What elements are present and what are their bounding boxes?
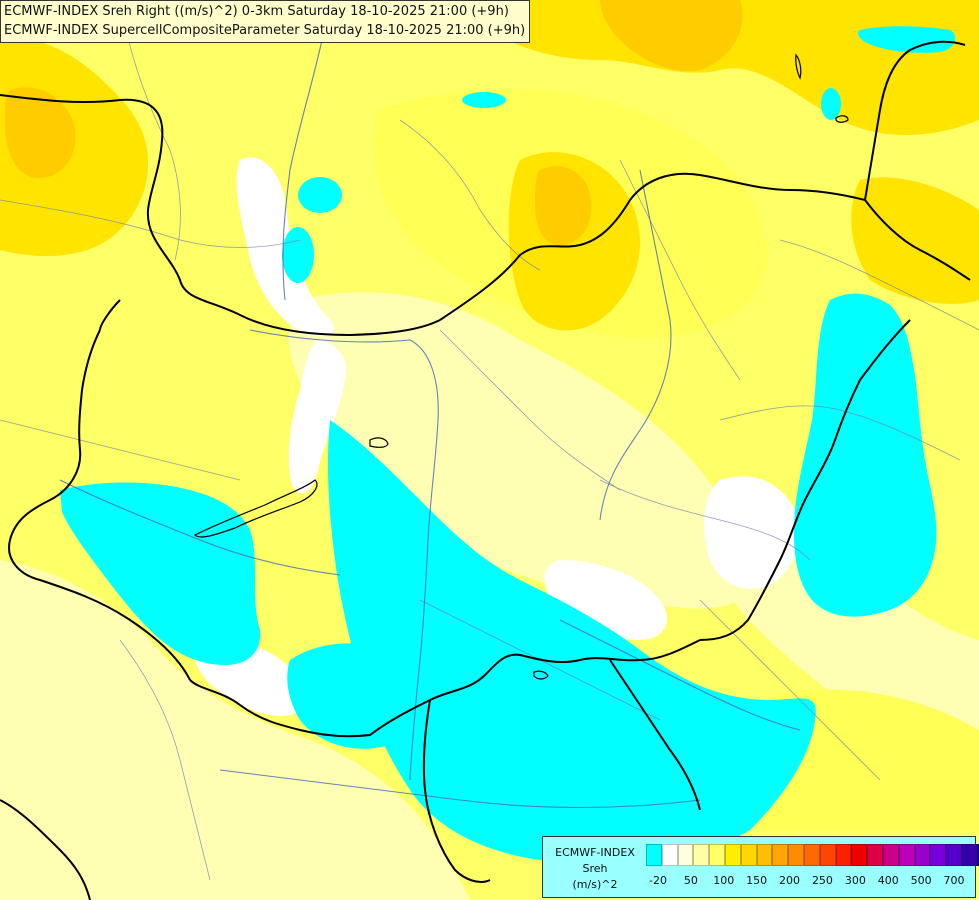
pale-zone-center — [289, 292, 748, 609]
river-north — [282, 0, 331, 301]
border-west — [8, 329, 191, 681]
legend-swatch — [898, 844, 915, 866]
cyan-patch-north-a — [298, 177, 342, 213]
legend-swatch — [756, 844, 773, 866]
legend-tick-label: -20 — [649, 874, 667, 887]
color-legend: ECMWF-INDEX Sreh (m/s)^2 -20 50 100 150 200 2… — [542, 836, 979, 898]
legend-swatch — [819, 844, 836, 866]
legend-swatch — [835, 844, 852, 866]
legend-swatch — [961, 844, 978, 866]
country-borders — [0, 40, 971, 900]
legend-color-scale — [646, 844, 979, 866]
lake-small-center — [369, 437, 389, 448]
river-south — [219, 769, 701, 809]
lake-balaton — [193, 479, 318, 538]
cyan-patch-northeast — [821, 88, 841, 120]
map-title-box: ECMWF-INDEX Sreh Right ((m/s)^2) 0-3km S… — [0, 0, 531, 43]
cyan-patch-top-right — [857, 26, 956, 53]
legend-tick-label: 500 — [910, 874, 932, 887]
border-northwest-inner — [99, 299, 121, 331]
legend-swatch — [677, 844, 694, 866]
gold-zone-east — [851, 177, 979, 304]
river-west — [59, 479, 341, 576]
legend-tick-labels: -20 50 100 150 200 250 300 400 500 700 — [646, 874, 968, 890]
lakes — [193, 53, 849, 680]
map-title-line-2: ECMWF-INDEX SupercellCompositeParameter … — [4, 23, 526, 38]
border-south — [422, 659, 701, 883]
legend-tick-label: 50 — [683, 874, 698, 887]
orange-zone-top — [600, 0, 743, 71]
cyan-patch-north-b — [282, 227, 314, 283]
pale-zone-southwest — [0, 560, 470, 900]
lake-northeast-b — [795, 53, 802, 80]
legend-swatch — [803, 844, 820, 866]
cyan-patch-top — [462, 92, 506, 108]
legend-tick-label: 150 — [746, 874, 768, 887]
legend-tick-label: 700 — [943, 874, 965, 887]
legend-tick-label: 250 — [811, 874, 833, 887]
legend-swatch — [788, 844, 804, 866]
cyan-zone-east — [793, 293, 937, 617]
legend-swatch — [661, 844, 678, 866]
legend-swatch — [646, 844, 662, 866]
border-northeast — [864, 40, 966, 201]
legend-swatch — [772, 844, 789, 866]
legend-unit: (m/s)^2 — [572, 878, 618, 891]
gold-zone-top — [480, 0, 979, 135]
lake-south — [533, 670, 549, 680]
cyan-zone-central — [287, 643, 419, 749]
river-east — [599, 169, 672, 521]
legend-source: ECMWF-INDEX — [555, 846, 635, 859]
border-far-west — [0, 799, 91, 900]
legend-variable: Sreh — [582, 862, 608, 875]
legend-swatch — [693, 844, 710, 866]
legend-swatch — [724, 844, 741, 866]
river-main — [249, 329, 439, 781]
white-zone-east — [704, 476, 799, 589]
legend-swatch — [946, 844, 962, 866]
legend-swatch — [914, 844, 931, 866]
legend-swatch — [977, 844, 979, 866]
map-title-line-1: ECMWF-INDEX Sreh Right ((m/s)^2) 0-3km S… — [4, 4, 509, 19]
border-southeast — [189, 639, 701, 738]
cyan-zone-diagonal — [327, 420, 816, 864]
river-southeast — [559, 619, 801, 731]
legend-swatch — [867, 844, 883, 866]
rivers — [59, 0, 801, 809]
legend-tick-label: 200 — [779, 874, 801, 887]
legend-tick-label: 100 — [713, 874, 735, 887]
legend-label: ECMWF-INDEX Sreh (m/s)^2 — [547, 845, 643, 893]
legend-swatch — [882, 844, 899, 866]
border-east — [699, 199, 971, 641]
legend-swatch — [709, 844, 725, 866]
legend-swatch — [851, 844, 868, 866]
orange-zone-north — [535, 166, 592, 246]
legend-tick-label: 400 — [877, 874, 899, 887]
border-north — [439, 172, 866, 321]
orange-zone-northwest — [5, 87, 76, 179]
legend-swatch — [930, 844, 947, 866]
legend-tick-label: 300 — [844, 874, 866, 887]
lake-northeast — [835, 115, 849, 123]
white-zone-channel — [288, 340, 347, 494]
border-northwest — [0, 94, 441, 337]
legend-swatch — [740, 844, 757, 866]
